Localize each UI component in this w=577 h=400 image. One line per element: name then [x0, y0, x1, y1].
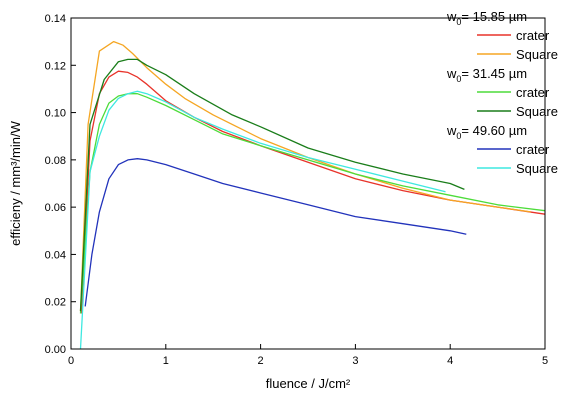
legend-entry-label: crater	[516, 85, 550, 100]
x-tick-label: 3	[352, 355, 358, 367]
y-tick-label: 0.00	[45, 344, 66, 356]
series-layer	[79, 40, 546, 350]
series-line-0-square	[79, 40, 531, 312]
legend-heading-subscript: 0	[456, 74, 461, 84]
legend-heading: w0= 31.45 µm	[446, 66, 527, 84]
legend-heading: w0= 15.85 µm	[446, 9, 527, 27]
series-line-1-crater	[79, 93, 546, 314]
legend-heading-subscript: 0	[456, 17, 461, 27]
legend-entry-label: crater	[516, 28, 550, 43]
y-tick-label: 0.04	[45, 249, 66, 261]
ticks-layer: 0 1 2 3 4 5 0.00 0.02 0.04 0.06 0.08 0.10 0.12 0.14	[45, 13, 548, 367]
x-tick-label: 2	[258, 355, 264, 367]
legend-heading-value: = 49.60 µm	[461, 123, 527, 138]
legend-heading-value: = 15.85 µm	[461, 9, 527, 24]
legend-entry-label: Square	[516, 104, 558, 119]
legend-entry-label: Square	[516, 47, 558, 62]
series-line-0-crater	[80, 70, 546, 314]
y-tick-label: 0.08	[45, 155, 66, 167]
legend-heading-value: = 31.45 µm	[461, 66, 527, 81]
legend-heading: w0= 49.60 µm	[446, 123, 527, 141]
y-tick-label: 0.02	[45, 297, 66, 309]
plot-frame	[70, 17, 546, 350]
series-line-2-square	[79, 90, 446, 350]
legend-heading-symbol: w	[446, 66, 457, 81]
y-tick-label: 0.06	[45, 202, 66, 214]
y-tick-label: 0.14	[45, 13, 66, 25]
y-tick-label: 0.10	[45, 108, 66, 120]
x-tick-label: 5	[542, 355, 548, 367]
legend-heading-subscript: 0	[456, 131, 461, 141]
y-axis-label: efficieny / mm³/min/W	[8, 120, 23, 245]
legend-heading-symbol: w	[446, 9, 457, 24]
legend-entry-label: crater	[516, 142, 550, 157]
y-tick-label: 0.12	[45, 60, 66, 72]
x-axis-label: fluence / J/cm²	[266, 376, 351, 391]
x-tick-label: 0	[68, 355, 74, 367]
series-line-1-square	[79, 58, 465, 312]
x-tick-label: 4	[447, 355, 453, 367]
legend-entry-label: Square	[516, 161, 558, 176]
legend-heading-symbol: w	[446, 123, 457, 138]
x-tick-label: 1	[163, 355, 169, 367]
series-line-2-crater	[84, 158, 467, 307]
